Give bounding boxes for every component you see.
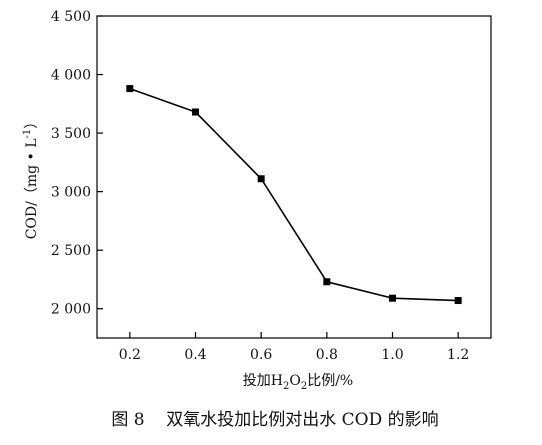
- x-axis-title-tail: 比例/%: [307, 373, 353, 389]
- y-axis-title: COD/（mg • L-1）: [22, 115, 40, 240]
- x-axis-title-mid: O: [289, 373, 300, 389]
- x-tick-label: 0.2: [119, 347, 141, 363]
- data-point: [389, 294, 396, 302]
- y-tick-label: 3 500: [51, 126, 91, 142]
- y-axis: 2 000 2 500 3 000 3 500 4 000 4 500: [51, 9, 103, 318]
- x-tick-label: 1.2: [447, 347, 469, 363]
- data-point: [323, 278, 331, 286]
- x-tick-label: 0.6: [250, 347, 272, 363]
- x-axis: 0.2 0.4 0.6 0.8 1.0 1.2: [119, 332, 469, 363]
- series-line: [129, 87, 459, 302]
- data-points: [126, 85, 462, 305]
- data-point: [192, 108, 199, 116]
- y-axis-title-main: COD/（mg • L: [24, 138, 40, 239]
- plot-frame: [96, 15, 492, 339]
- y-tick-label: 2 000: [51, 302, 91, 318]
- x-tick-label: 1.0: [381, 347, 403, 363]
- data-point: [126, 85, 134, 93]
- x-axis-title-main: 投加H: [243, 373, 283, 389]
- x-axis-title: 投加H2O2比例/%: [243, 373, 353, 392]
- y-tick-label: 3 000: [51, 185, 91, 201]
- y-tick-label: 2 500: [51, 243, 91, 259]
- x-tick-label: 0.4: [184, 347, 206, 363]
- x-axis-title-sub1: 2: [283, 381, 289, 392]
- data-point: [454, 297, 462, 305]
- y-axis-title-sup: -1: [22, 129, 33, 139]
- y-tick-label: 4 000: [51, 68, 91, 84]
- data-point: [257, 175, 265, 183]
- x-tick-label: 0.8: [316, 347, 338, 363]
- y-tick-label: 4 500: [51, 9, 91, 25]
- x-axis-title-sub2: 2: [301, 381, 307, 392]
- y-axis-title-tail: ）: [24, 115, 40, 129]
- figure-caption: 图 8 双氧水投加比例对出水 COD 的影响: [111, 410, 438, 430]
